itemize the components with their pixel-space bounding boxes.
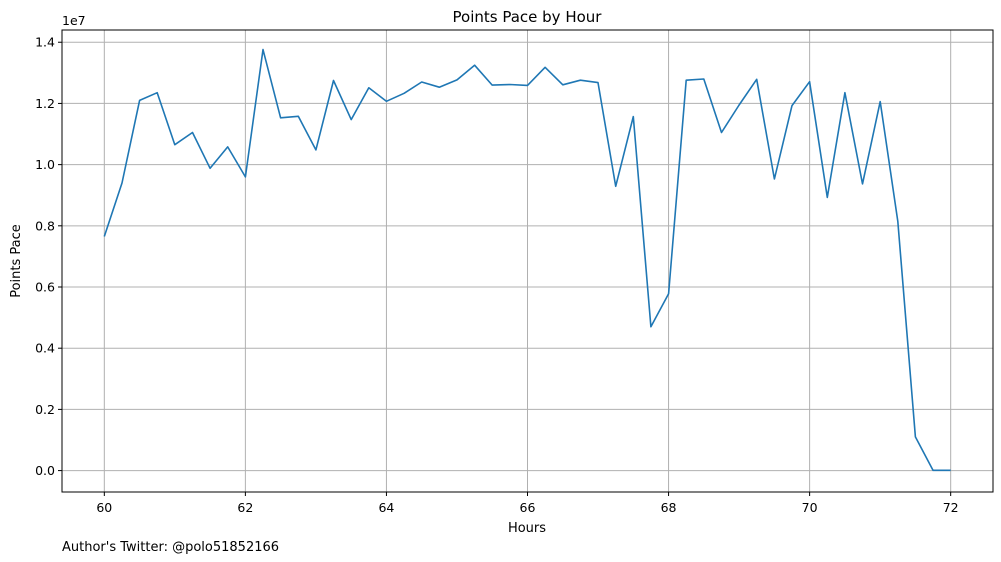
- x-tick-label: 72: [943, 500, 959, 515]
- grid: [62, 30, 993, 492]
- series-layer: [103, 48, 951, 472]
- chart-title: Points Pace by Hour: [453, 8, 603, 26]
- x-tick-label: 66: [520, 500, 536, 515]
- y-axis: 0.0 0.2 0.4 0.6 0.8 1.0 1.2 1.4: [35, 35, 62, 478]
- y-tick-label: 0.4: [35, 341, 55, 356]
- y-tick-label: 0.8: [35, 218, 55, 233]
- x-axis-label: Hours: [508, 521, 546, 536]
- x-tick-label: 68: [661, 500, 677, 515]
- x-tick-label: 60: [96, 500, 112, 515]
- series-line-0: [103, 48, 951, 472]
- x-tick-label: 70: [802, 500, 818, 515]
- y-tick-label: 0.0: [35, 463, 55, 478]
- y-axis-label: Points Pace: [9, 224, 24, 298]
- y-tick-label: 0.6: [35, 280, 55, 295]
- x-tick-label: 64: [378, 500, 394, 515]
- x-axis: 60 62 64 66 68 70 72: [96, 492, 959, 515]
- y-tick-label: 0.2: [35, 402, 55, 417]
- x-tick-label: 62: [237, 500, 253, 515]
- y-tick-label: 1.2: [35, 96, 55, 111]
- author-credit: Author's Twitter: @polo51852166: [62, 540, 279, 555]
- y-multiplier: 1e7: [62, 13, 86, 28]
- y-tick-label: 1.0: [35, 157, 55, 172]
- y-tick-label: 1.4: [35, 35, 55, 50]
